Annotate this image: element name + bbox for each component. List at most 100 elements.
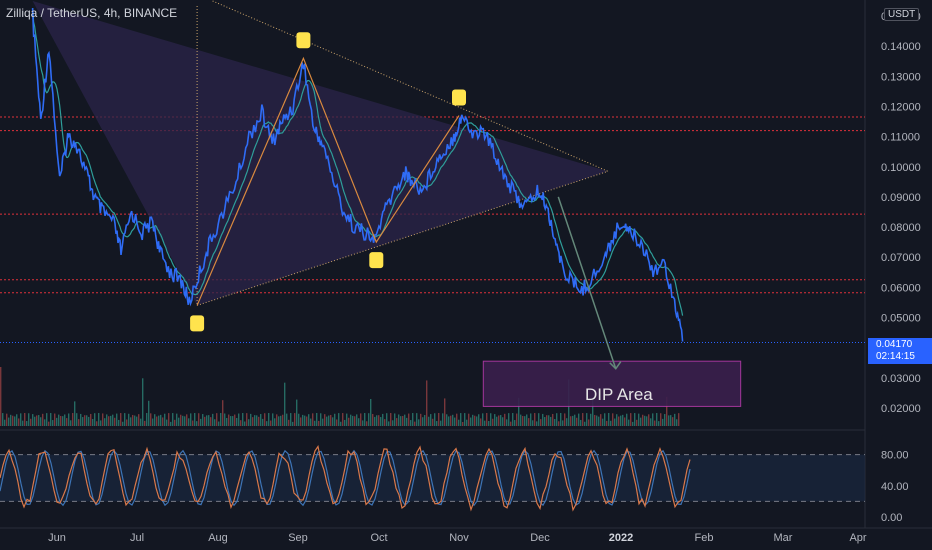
- volume-bar: [346, 413, 348, 426]
- volume-bar: [460, 413, 462, 426]
- volume-bar: [398, 414, 400, 426]
- oscillator-tick-label: 40.00: [881, 481, 909, 493]
- volume-bar: [438, 413, 440, 426]
- volume-bar: [72, 413, 74, 426]
- volume-bar: [6, 413, 8, 426]
- volume-bar: [364, 413, 366, 426]
- chart-title: Zilliqa / TetherUS, 4h, BINANCE: [6, 6, 178, 20]
- volume-bar: [388, 421, 390, 426]
- time-tick-label: Apr: [849, 532, 866, 544]
- volume-bar: [60, 415, 62, 426]
- volume-bar: [562, 420, 564, 426]
- volume-bar: [204, 416, 206, 426]
- volume-bar: [324, 414, 326, 426]
- volume-bar: [282, 414, 284, 426]
- volume-bar: [530, 413, 532, 426]
- volume-bar: [216, 413, 218, 426]
- volume-bar: [354, 416, 356, 426]
- volume-bar: [168, 413, 170, 426]
- volume-bar: [638, 413, 640, 426]
- volume-bar: [244, 421, 246, 426]
- volume-bar: [42, 413, 44, 426]
- pivot-marker: [296, 32, 311, 49]
- volume-bar: [560, 413, 562, 426]
- currency-badge[interactable]: USDT: [884, 8, 920, 21]
- volume-bar: [290, 413, 292, 426]
- volume-bar: [246, 413, 248, 426]
- volume-bar: [306, 416, 308, 426]
- volume-bar: [286, 413, 288, 426]
- pivot-marker: [452, 89, 466, 106]
- volume-bar: [38, 415, 40, 426]
- volume-bar: [674, 413, 676, 426]
- volume-bar: [270, 420, 272, 426]
- price-tick-label: 0.11000: [881, 132, 920, 144]
- dip-arrow: [557, 196, 617, 369]
- volume-bar: [158, 415, 160, 426]
- volume-bar: [130, 417, 132, 426]
- volume-bar: [146, 413, 148, 426]
- volume-bar: [566, 418, 568, 426]
- volume-bar: [112, 414, 114, 426]
- volume-bar: [444, 398, 446, 426]
- volume-bar: [18, 418, 20, 426]
- volume-bar: [108, 416, 110, 426]
- volume-bar: [62, 416, 64, 426]
- price-tick-label: 0.06000: [881, 282, 921, 294]
- volume-bar: [142, 378, 144, 426]
- volume-bar: [180, 414, 182, 426]
- volume-bar: [404, 414, 406, 426]
- time-tick-label: Sep: [288, 532, 308, 544]
- volume-bar: [212, 413, 214, 426]
- volume-bar: [330, 414, 332, 426]
- volume-bar: [80, 413, 82, 426]
- volume-bar: [70, 420, 72, 426]
- price-tick-label: 0.07000: [881, 252, 921, 264]
- volume-bar: [296, 399, 298, 426]
- volume-bar: [628, 419, 630, 426]
- volume-bar: [40, 417, 42, 426]
- volume-bar: [450, 415, 452, 426]
- volume-bar: [646, 416, 648, 426]
- volume-bar: [500, 415, 502, 426]
- volume-bar: [188, 418, 190, 426]
- volume-bar: [572, 415, 574, 426]
- pivot-marker: [190, 315, 205, 332]
- price-tick-label: 0.08000: [881, 222, 921, 234]
- volume-bar: [338, 413, 340, 426]
- volume-bar: [658, 421, 660, 426]
- volume-bar: [474, 415, 476, 426]
- volume-bar: [54, 413, 56, 426]
- volume-bar: [52, 420, 54, 426]
- volume-bar: [232, 416, 234, 426]
- volume-bar: [588, 419, 590, 426]
- volume-bar: [632, 421, 634, 426]
- volume-bar: [350, 414, 352, 426]
- volume-bar: [640, 417, 642, 426]
- volume-bar: [2, 413, 4, 426]
- volume-bar: [334, 413, 336, 426]
- volume-bar: [14, 416, 16, 426]
- volume-bar: [396, 418, 398, 426]
- volume-bar: [110, 415, 112, 426]
- volume-bar: [64, 414, 66, 426]
- volume-bar: [186, 414, 188, 426]
- volume-bar: [8, 417, 10, 426]
- time-tick-label: Jul: [130, 532, 144, 544]
- volume-bar: [416, 413, 418, 426]
- volume-bar: [484, 420, 486, 426]
- volume-bar: [360, 413, 362, 426]
- volume-bar: [390, 413, 392, 426]
- volume-bar: [548, 415, 550, 426]
- volume-bar: [328, 415, 330, 426]
- time-tick-label: Oct: [370, 532, 387, 544]
- volume-bar: [76, 413, 78, 426]
- volume-bar: [160, 414, 162, 426]
- volume-bar: [552, 413, 554, 426]
- volume-bar: [600, 414, 602, 426]
- volume-bar: [274, 418, 276, 426]
- volume-bar: [432, 418, 434, 426]
- volume-bar: [670, 415, 672, 426]
- oscillator-line: [0, 444, 691, 512]
